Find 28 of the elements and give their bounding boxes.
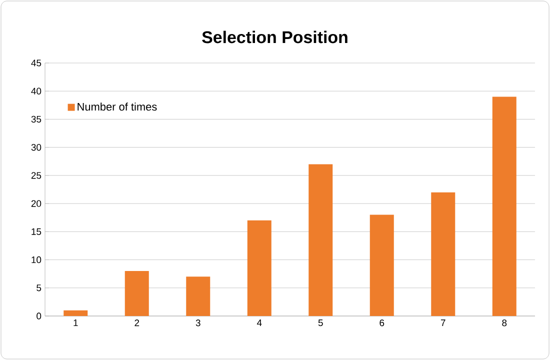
y-tick-label: 30 — [31, 144, 42, 151]
bar — [247, 220, 272, 316]
y-tick-label: 20 — [31, 200, 42, 207]
bar — [308, 164, 333, 316]
bar — [124, 271, 149, 316]
x-tick-label: 3 — [196, 320, 200, 326]
y-tick-label: 25 — [31, 172, 42, 179]
y-tick-label: 45 — [31, 60, 42, 66]
y-tick-label: 40 — [31, 88, 42, 94]
bar — [492, 96, 516, 316]
y-tick-label: 10 — [32, 256, 42, 264]
x-tick-label: 1 — [74, 320, 78, 326]
bar — [370, 214, 394, 316]
bar — [186, 276, 210, 316]
y-tick-label: 5 — [36, 284, 42, 292]
legend-label: Number of times — [78, 102, 157, 111]
x-tick-label: 6 — [380, 320, 384, 326]
x-tick-label: 5 — [318, 320, 323, 326]
bar — [431, 192, 456, 316]
x-tick-label: 2 — [134, 320, 140, 326]
x-tick-label: 8 — [502, 320, 507, 326]
x-tick-label: 7 — [440, 320, 446, 326]
y-tick-label: 35 — [31, 116, 42, 123]
x-tick-label: 4 — [256, 320, 262, 326]
bar — [64, 310, 88, 316]
chart-title: Selection Position — [202, 30, 348, 44]
y-tick-label: 0 — [36, 312, 42, 320]
y-tick-label: 15 — [32, 228, 42, 235]
